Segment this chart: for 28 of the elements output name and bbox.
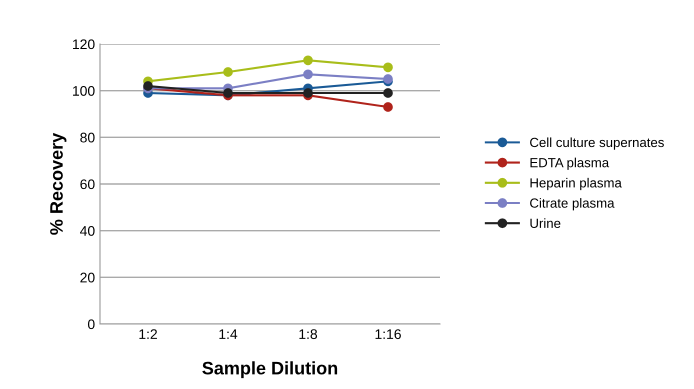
- x-axis-title: Sample Dilution: [202, 361, 338, 378]
- point: [223, 88, 233, 98]
- point: [383, 62, 393, 72]
- point: [303, 69, 313, 80]
- y-tick-label: 20: [80, 272, 95, 283]
- y-tick-label: 40: [80, 226, 95, 236]
- point: [303, 88, 313, 98]
- point: [383, 102, 393, 112]
- legend-label: Cell culture supernates: [530, 137, 664, 150]
- x-tick-label: 1:8: [299, 329, 318, 340]
- point: [383, 88, 393, 98]
- point: [303, 55, 313, 66]
- y-tick-label: 60: [80, 179, 95, 190]
- point: [143, 81, 153, 91]
- legend-label: Urine: [530, 218, 560, 228]
- y-tick-label: 100: [73, 86, 95, 96]
- y-tick-label: 80: [80, 132, 95, 143]
- legend-label: Heparin plasma: [530, 178, 622, 190]
- x-tick-label: 1:2: [139, 329, 157, 339]
- point: [223, 67, 233, 77]
- x-tick-label: 1:4: [219, 329, 238, 339]
- legend-label: EDTA plasma: [530, 158, 610, 170]
- y-axis-title: % Recovery: [50, 132, 66, 235]
- point: [383, 74, 393, 84]
- y-tick-label: 120: [73, 39, 95, 50]
- y-tick-label: 0: [88, 319, 95, 330]
- legend-label: Citrate plasma: [530, 198, 614, 210]
- x-tick-label: 1:16: [376, 329, 401, 340]
